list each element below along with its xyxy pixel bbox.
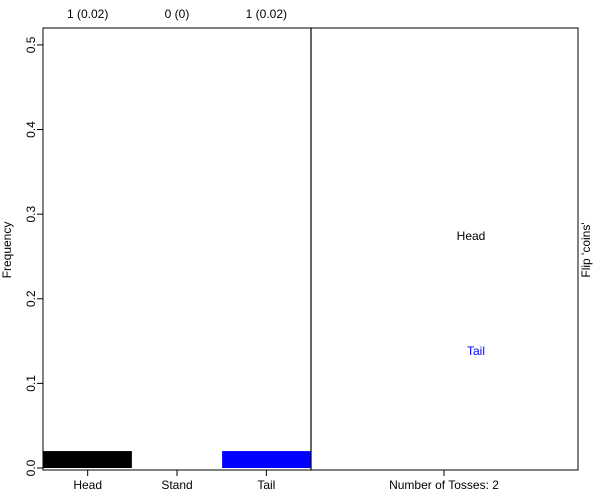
bar [222, 451, 311, 468]
y-tick-label: 0.4 [24, 121, 38, 138]
y-tick-label: 0.0 [24, 459, 38, 476]
y-tick-label: 0.3 [24, 205, 38, 222]
side-label: Tail [467, 344, 485, 358]
bar [43, 451, 132, 468]
value-label: 1 (0.02) [67, 7, 108, 21]
side-label: Head [457, 229, 486, 243]
x-tick-label: Tail [257, 478, 275, 492]
x-tick-label: Stand [161, 478, 192, 492]
y-axis-label: Frequency [0, 222, 14, 279]
y-tick-label: 0.5 [24, 36, 38, 53]
side-y-label: Flip 'coins' [579, 222, 593, 277]
value-label: 0 (0) [165, 7, 190, 21]
y-tick-label: 0.2 [24, 290, 38, 307]
value-label: 1 (0.02) [246, 7, 287, 21]
side-x-label: Number of Tosses: 2 [389, 478, 499, 492]
x-tick-label: Head [73, 478, 102, 492]
y-tick-label: 0.1 [24, 375, 38, 392]
